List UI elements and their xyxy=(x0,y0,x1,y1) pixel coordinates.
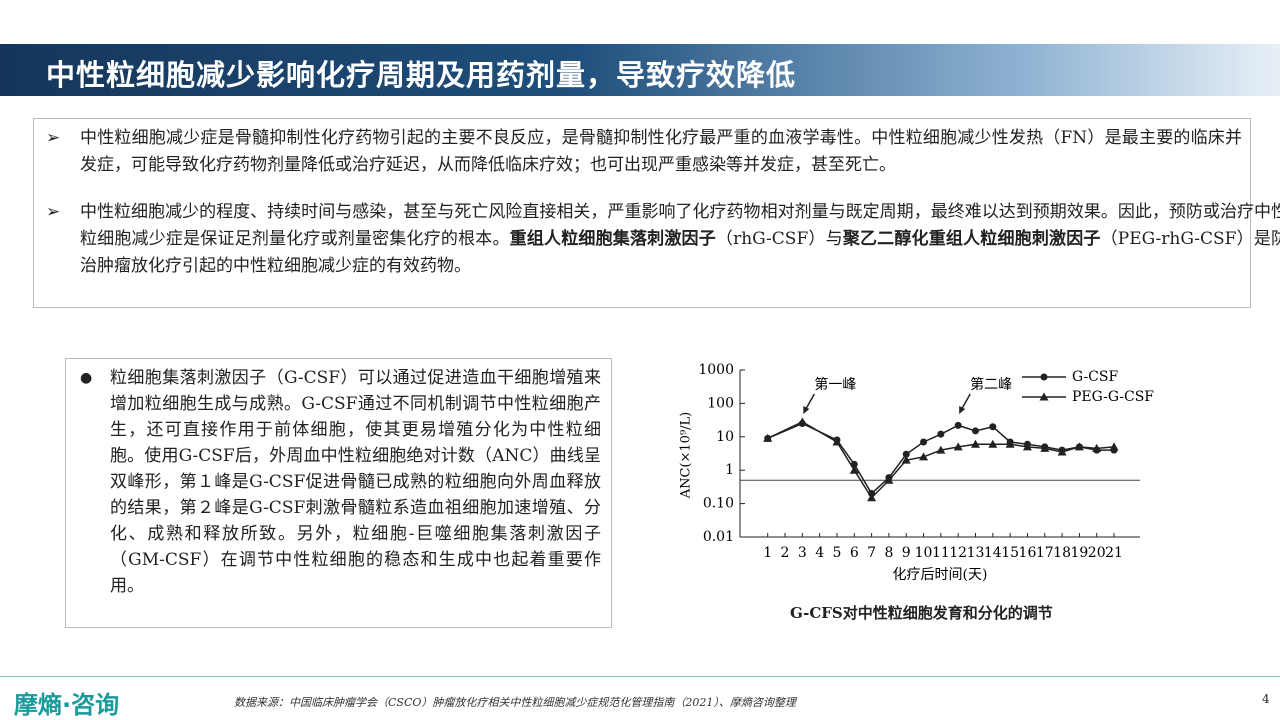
x-tick-label: 9 xyxy=(902,545,911,561)
point xyxy=(936,445,946,454)
text: 粒细胞集落刺激因子（G-CSF）可以通过促进造血干细胞增殖来增加粒细胞生成与成熟… xyxy=(110,368,601,596)
x-tick-label: 12 xyxy=(949,545,967,561)
y-tick-label: 1 xyxy=(725,462,734,478)
x-tick-label: 4 xyxy=(815,545,824,561)
y-tick-label: 100 xyxy=(707,395,734,411)
annotation-arrow xyxy=(804,393,815,411)
logo: 摩熵·咨询 xyxy=(14,691,120,719)
point xyxy=(1022,442,1032,451)
point xyxy=(884,475,894,484)
x-tick-label: 15 xyxy=(1001,545,1019,561)
point xyxy=(1109,442,1119,451)
bullet-box: 中性粒细胞减少症是骨髓抑制性化疗药物引起的主要不良反应，是骨髓抑制性化疗最严重的… xyxy=(33,118,1280,308)
y-tick-label: 0.01 xyxy=(703,529,734,545)
x-tick-label: 19 xyxy=(1070,545,1088,561)
x-axis-label: 化疗后时间(天) xyxy=(893,567,988,583)
point xyxy=(849,465,859,474)
arrow-head xyxy=(803,406,810,414)
x-tick-label: 1 xyxy=(763,545,772,561)
y-tick-label: 0.10 xyxy=(703,496,734,512)
legend-label: PEG-G-CSF xyxy=(1072,389,1154,405)
point xyxy=(901,455,911,464)
footer-line xyxy=(0,676,1280,677)
point xyxy=(867,493,877,502)
x-tick-label: 21 xyxy=(1105,545,1123,561)
text: （rhG-CSF）与 xyxy=(715,229,843,249)
legend-marker xyxy=(1039,392,1049,401)
title: 中性粒细胞减少影响化疗周期及用药剂量，导致疗效降低 xyxy=(46,58,797,92)
annotation: 第二峰 xyxy=(970,376,1012,393)
bullet: 中性粒细胞减少症是骨髓抑制性化疗药物引起的主要不良反应，是骨髓抑制性化疗最严重的… xyxy=(38,125,1242,179)
point xyxy=(902,450,910,458)
bullet: 粒细胞集落刺激因子（G-CSF）可以通过促进造血干细胞增殖来增加粒细胞生成与成熟… xyxy=(68,365,601,599)
point xyxy=(1057,447,1067,456)
page-number: 4 xyxy=(1262,692,1270,706)
x-tick-label: 14 xyxy=(984,545,1002,561)
point xyxy=(763,433,773,442)
annotation-arrow xyxy=(960,393,971,411)
point xyxy=(954,421,962,429)
x-tick-label: 20 xyxy=(1088,545,1106,561)
point xyxy=(797,417,807,426)
y-axis-label: ANC(×10⁹/L) xyxy=(679,412,694,500)
bold-text: 聚乙二醇化重组人粒细胞刺激因子 xyxy=(842,229,1101,249)
legend-marker xyxy=(1040,373,1048,381)
x-tick-label: 2 xyxy=(781,545,790,561)
point xyxy=(1092,443,1102,452)
point xyxy=(832,437,842,446)
chart-caption: G-CFS对中性粒细胞发育和分化的调节 xyxy=(790,604,1053,622)
bullet: 中性粒细胞减少的程度、持续时间与感染，甚至与死亡风险直接相关，严重影响了化疗药物… xyxy=(38,199,1280,280)
text: （PEG-rhG-CSF）是防治肿瘤放化疗引起的中性粒细胞减少症的有效药物。 xyxy=(80,229,1280,276)
annotation: 第一峰 xyxy=(814,376,856,393)
x-tick-label: 10 xyxy=(915,545,933,561)
y-tick-label: 10 xyxy=(716,429,734,445)
x-tick-label: 8 xyxy=(884,545,893,561)
x-tick-label: 7 xyxy=(867,545,876,561)
point xyxy=(988,439,998,448)
bold-text: 重组人粒细胞集落刺激因子 xyxy=(509,229,716,249)
point xyxy=(1074,442,1084,451)
source: 数据来源：中国临床肿瘤学会（CSCO）肿瘤放化疗相关中性粒细胞减少症规范化管理指… xyxy=(234,696,796,709)
x-tick-label: 6 xyxy=(850,545,859,561)
point xyxy=(971,427,979,435)
x-tick-label: 13 xyxy=(967,545,985,561)
y-tick-label: 1000 xyxy=(698,362,734,378)
x-tick-label: 5 xyxy=(833,545,842,561)
point xyxy=(920,438,928,446)
text: 中性粒细胞减少症是骨髓抑制性化疗药物引起的主要不良反应，是骨髓抑制性化疗最严重的… xyxy=(80,128,1242,175)
x-tick-label: 17 xyxy=(1036,545,1054,561)
x-tick-label: 16 xyxy=(1019,545,1037,561)
x-tick-label: 3 xyxy=(798,545,807,561)
point xyxy=(919,452,929,461)
point xyxy=(970,439,980,448)
x-tick-label: 18 xyxy=(1053,545,1071,561)
text: 中性粒细胞减少的程度、持续时间与感染，甚至与死亡风险直接相关，严重影响了化疗药物… xyxy=(80,202,1280,249)
point xyxy=(989,423,997,431)
legend-label: G-CSF xyxy=(1072,369,1118,385)
point xyxy=(953,442,963,451)
x-tick-label: 11 xyxy=(932,545,950,561)
note-box: 粒细胞集落刺激因子（G-CSF）可以通过促进造血干细胞增殖来增加粒细胞生成与成熟… xyxy=(65,358,612,628)
point xyxy=(1040,443,1050,452)
point xyxy=(937,430,945,438)
arrow-head xyxy=(959,406,966,414)
title-bar: 中性粒细胞减少影响化疗周期及用药剂量，导致疗效降低 xyxy=(0,44,1280,96)
point xyxy=(1005,439,1015,448)
